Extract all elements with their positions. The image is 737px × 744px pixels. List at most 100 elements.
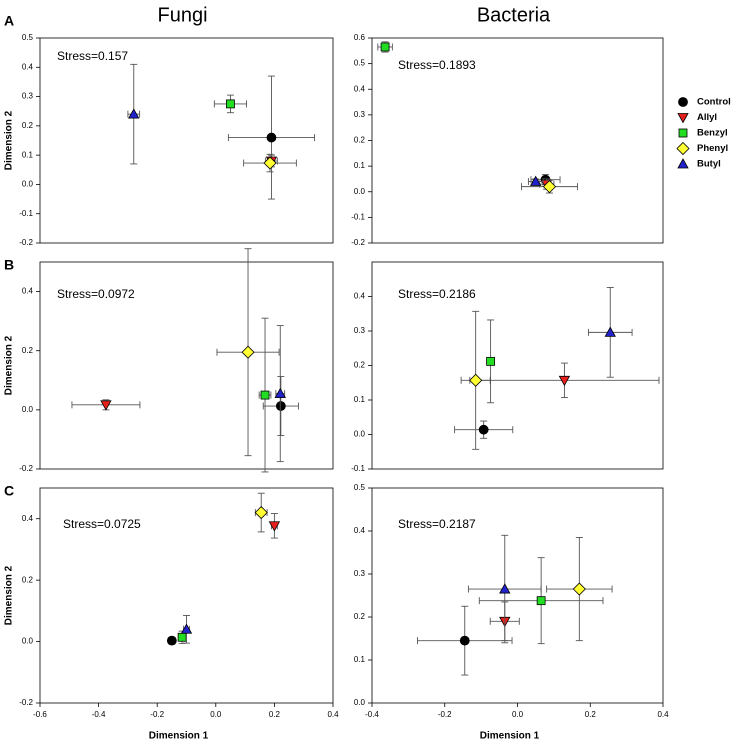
point [166, 635, 177, 646]
y-tick-label: 0.2 [22, 575, 34, 584]
point [254, 506, 268, 520]
legend-marker [677, 113, 689, 124]
point [478, 424, 489, 435]
point [499, 583, 511, 594]
y-axis-label: Dimension 2 [4, 110, 15, 170]
y-tick-label: -0.2 [19, 698, 33, 707]
point [604, 326, 616, 337]
y-tick-label: 0.4 [22, 514, 34, 523]
x-tick-label: -0.4 [92, 710, 106, 719]
point [486, 356, 495, 366]
legend-marker [678, 97, 688, 107]
y-tick-label: -0.1 [19, 209, 33, 218]
stress-annotation: Stress=0.0725 [63, 517, 141, 531]
stress-annotation: Stress=0.157 [57, 49, 128, 63]
legend-label: Allyl [697, 112, 717, 123]
point [266, 132, 277, 143]
point [542, 180, 557, 194]
y-tick-label: 0.5 [354, 59, 366, 68]
x-tick-label: 0.0 [512, 710, 524, 719]
y-tick-label: 0.2 [354, 136, 366, 145]
stress-annotation: Stress=0.1893 [398, 58, 476, 72]
stress-annotation: Stress=0.2186 [398, 287, 476, 301]
y-tick-label: 0.0 [354, 698, 366, 707]
y-tick-label: 0.4 [22, 62, 34, 71]
plot-frame [39, 261, 334, 470]
stress-annotation: Stress=0.2187 [398, 517, 476, 531]
x-axis-label: Dimension 1 [149, 731, 209, 742]
plot-frame [39, 487, 334, 704]
y-tick-label: 0.4 [354, 84, 366, 93]
point [558, 375, 571, 387]
y-tick-label: 0.1 [22, 150, 34, 159]
point [241, 345, 255, 359]
panel-label: B [4, 257, 14, 273]
point [260, 390, 270, 400]
legend-marker [678, 128, 688, 138]
plot-frame [39, 37, 334, 244]
y-tick-label: -0.2 [19, 238, 33, 247]
column-title: Bacteria [477, 4, 551, 26]
point [274, 387, 286, 398]
point [530, 175, 542, 186]
y-tick-label: 0.2 [22, 346, 34, 355]
point [459, 635, 470, 646]
y-tick-label: 0.1 [354, 395, 366, 404]
y-tick-label: 0.1 [354, 655, 366, 664]
column-title: Fungi [157, 4, 207, 26]
legend-marker [677, 158, 689, 169]
point [226, 99, 235, 109]
x-tick-label: -0.4 [365, 710, 379, 719]
x-tick-label: -0.6 [33, 710, 47, 719]
x-tick-label: 0.4 [327, 710, 339, 719]
panel-label: C [4, 483, 14, 499]
y-tick-label: -0.1 [351, 464, 365, 473]
y-tick-label: 0.4 [354, 526, 366, 535]
x-tick-label: 0.4 [657, 710, 669, 719]
y-tick-label: 0.3 [22, 92, 34, 101]
x-tick-label: 0.2 [269, 710, 281, 719]
y-tick-label: 0.1 [354, 161, 366, 170]
y-tick-label: 0.2 [354, 612, 366, 621]
x-tick-label: -0.2 [438, 710, 452, 719]
legend-marker [676, 141, 690, 156]
legend-label: Control [697, 97, 731, 108]
y-tick-label: 0.5 [354, 483, 366, 492]
y-tick-label: 0.3 [354, 110, 366, 119]
y-tick-label: 0.0 [354, 430, 366, 439]
y-tick-label: 0.3 [354, 326, 366, 335]
y-tick-label: 0.5 [22, 33, 34, 42]
point [177, 632, 187, 642]
y-tick-label: 0.4 [354, 292, 366, 301]
stress-annotation: Stress=0.0972 [57, 287, 135, 301]
point [275, 401, 286, 411]
point [268, 521, 281, 532]
y-axis-label: Dimension 2 [4, 565, 15, 625]
y-tick-label: 0.0 [354, 187, 366, 196]
y-tick-label: 0.3 [354, 569, 366, 578]
y-tick-label: 0.4 [22, 287, 34, 296]
point [380, 42, 390, 52]
point [180, 623, 193, 634]
point [572, 582, 586, 596]
x-axis-label: Dimension 1 [480, 731, 540, 742]
point [536, 596, 546, 606]
panel-label: A [4, 13, 14, 29]
y-axis-label: Dimension 2 [4, 335, 15, 395]
point [128, 108, 140, 119]
point [469, 373, 483, 387]
y-tick-label: -0.2 [19, 464, 33, 473]
x-tick-label: -0.2 [150, 710, 164, 719]
legend-label: Phenyl [697, 143, 728, 154]
x-tick-label: 0.0 [210, 710, 222, 719]
y-tick-label: 0.0 [22, 405, 34, 414]
y-tick-label: 0.6 [354, 33, 366, 42]
y-tick-label: 0.0 [22, 180, 34, 189]
point [100, 400, 112, 411]
y-tick-label: 0.0 [22, 637, 34, 646]
y-tick-label: 0.2 [354, 361, 366, 370]
y-tick-label: -0.2 [351, 238, 365, 247]
y-tick-label: 0.2 [22, 121, 34, 130]
y-tick-label: -0.1 [351, 212, 365, 221]
